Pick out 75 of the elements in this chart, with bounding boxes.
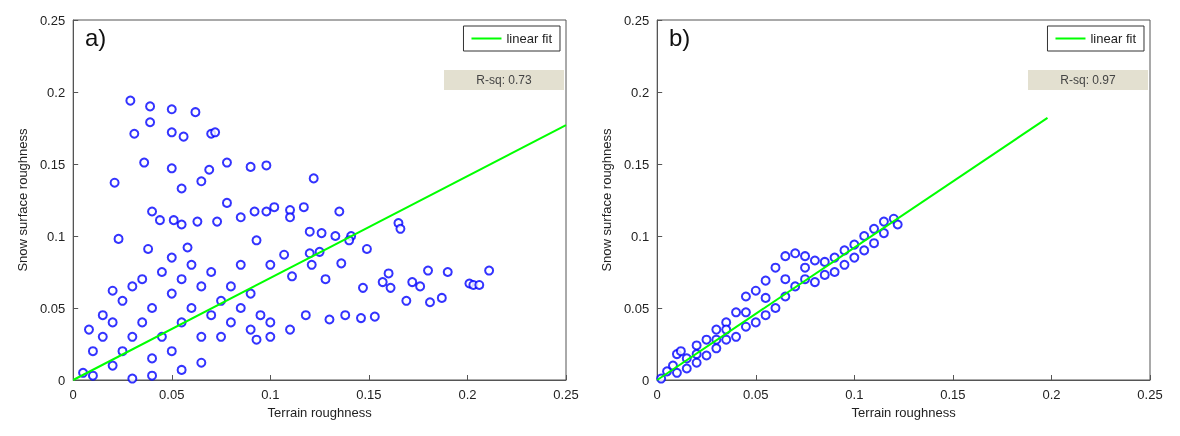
point xyxy=(760,310,771,321)
point xyxy=(671,367,682,378)
point xyxy=(839,259,850,270)
point xyxy=(750,285,761,296)
chart-title: a) xyxy=(85,23,107,51)
label-box: R-sq: 0.97 xyxy=(1028,70,1148,90)
y-tick-label: 0.2 xyxy=(47,84,66,100)
y-tick-label: 0 xyxy=(641,372,650,388)
x-axis-title: Terrain roughness xyxy=(851,404,957,420)
x-axis-title: Terrain roughness xyxy=(267,404,373,420)
y-tick-label: 0.05 xyxy=(39,300,66,316)
x-tick-label: 0.05 xyxy=(159,387,185,402)
legend-label: linear fit xyxy=(506,31,553,46)
point xyxy=(691,357,702,368)
x-tick-label: 0.15 xyxy=(940,387,966,402)
point xyxy=(675,346,686,357)
point xyxy=(731,331,742,342)
y-tick-label: 0.2 xyxy=(631,84,650,100)
point xyxy=(859,231,870,241)
point xyxy=(711,324,722,335)
y-tick-label: 0.25 xyxy=(623,12,650,28)
point xyxy=(849,252,860,263)
point xyxy=(892,219,903,230)
y-tick-label: 0.15 xyxy=(623,156,650,172)
x-tick-label: 0 xyxy=(653,387,661,402)
point xyxy=(760,275,771,286)
point xyxy=(869,223,880,234)
x-tick-label: 0.25 xyxy=(1137,387,1163,402)
point xyxy=(721,334,732,345)
point xyxy=(691,340,702,351)
point xyxy=(770,262,781,273)
x-tick-label: 0.25 xyxy=(553,387,579,402)
point xyxy=(800,251,811,262)
legend-label: linear fit xyxy=(1090,31,1137,46)
x-tick-label: 0 xyxy=(69,387,77,402)
point xyxy=(701,334,712,345)
label-box: R-sq: 0.73 xyxy=(444,70,564,90)
x-tick-label: 0.05 xyxy=(743,387,769,402)
y-tick-label: 0.25 xyxy=(39,12,66,28)
point xyxy=(740,307,751,318)
point xyxy=(750,317,761,328)
y-tick-label: 0.05 xyxy=(623,300,650,316)
chart-title: b) xyxy=(669,23,691,51)
point xyxy=(760,292,771,303)
point xyxy=(740,291,751,302)
point xyxy=(859,245,870,256)
point xyxy=(780,251,791,262)
x-tick-label: 0.1 xyxy=(261,387,280,402)
point xyxy=(780,274,791,285)
y-tick-label: 0.1 xyxy=(631,228,650,244)
point xyxy=(701,350,712,361)
point xyxy=(809,255,820,266)
point xyxy=(819,256,830,267)
point xyxy=(869,238,880,249)
y-tick-label: 0 xyxy=(57,372,66,388)
y-tick-label: 0.1 xyxy=(47,228,66,244)
y-axis-title: Snow surface roughness xyxy=(599,127,614,272)
point xyxy=(731,307,742,318)
point xyxy=(819,269,830,280)
point xyxy=(681,363,692,374)
x-tick-label: 0.15 xyxy=(356,387,382,402)
point xyxy=(878,216,889,227)
point xyxy=(800,262,811,273)
point xyxy=(770,303,781,313)
point xyxy=(878,228,889,239)
point xyxy=(711,343,722,354)
point xyxy=(829,267,840,277)
point xyxy=(790,248,801,259)
y-axis-title: Snow surface roughness xyxy=(15,127,30,272)
x-tick-label: 0.2 xyxy=(458,387,477,402)
x-tick-label: 0.2 xyxy=(1042,387,1061,402)
point xyxy=(809,277,820,288)
point xyxy=(740,321,751,332)
y-tick-label: 0.15 xyxy=(39,156,66,172)
x-tick-label: 0.1 xyxy=(845,387,864,402)
